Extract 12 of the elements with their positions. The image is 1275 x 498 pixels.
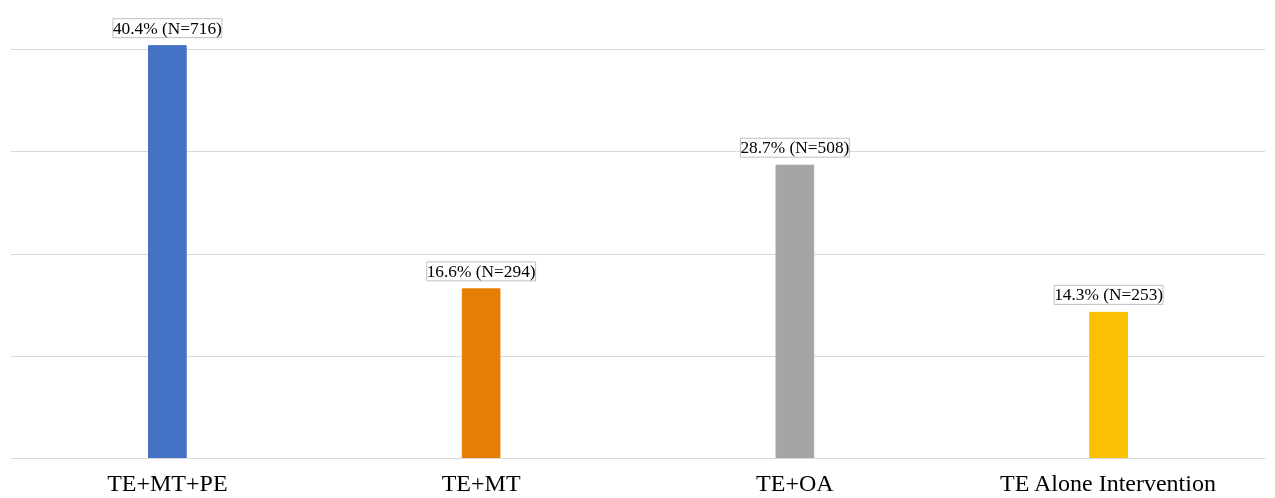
- data-label: 14.3% (N=253): [1054, 285, 1164, 305]
- data-label: 28.7% (N=508): [740, 138, 850, 158]
- x-tick-label: TE+MT+PE: [107, 469, 228, 496]
- data-label: 16.6% (N=294): [426, 261, 536, 281]
- bar: [461, 288, 501, 459]
- bar: [1089, 311, 1128, 459]
- data-label: 40.4% (N=716): [112, 18, 223, 38]
- x-tick-label: TE+OA: [756, 469, 835, 496]
- x-tick-label: TE Alone Intervention: [999, 469, 1216, 496]
- bar: [775, 164, 815, 459]
- bar: [148, 45, 187, 459]
- x-tick-label: TE+MT: [441, 469, 521, 496]
